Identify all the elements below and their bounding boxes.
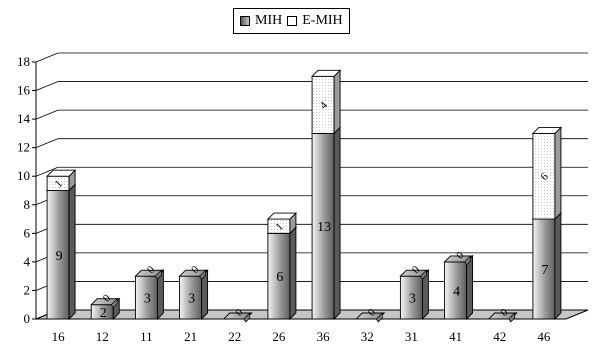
y-tick-label: 16	[17, 83, 31, 98]
data-label-mih: 4	[453, 284, 460, 299]
data-label-mih: 3	[409, 292, 416, 307]
x-tick-label: 36	[317, 329, 331, 344]
legend-swatch-mih	[240, 16, 250, 26]
bar-emih-side	[554, 126, 562, 221]
y-tick-label: 12	[17, 140, 30, 155]
data-label-mih: 7	[541, 263, 548, 278]
y-tick-label: 6	[24, 225, 31, 240]
x-tick-label: 31	[405, 329, 418, 344]
bar-emih-cap	[199, 269, 206, 280]
bar-emih-cap	[464, 255, 471, 266]
bar-mih-side	[466, 254, 474, 321]
x-tick-label: 42	[493, 329, 506, 344]
bar-mih-top	[399, 269, 430, 277]
data-label-mih: 3	[188, 292, 195, 307]
legend: MIH E-MIH	[233, 8, 350, 34]
bar-emih-top	[531, 126, 563, 134]
bar-mih-top	[487, 312, 518, 320]
x-tick-label: 22	[228, 329, 241, 344]
legend-label-mih: MIH	[255, 13, 283, 28]
bar-emih-cap	[110, 297, 118, 309]
bar-emih-cap	[419, 269, 427, 280]
bar-mih-side	[333, 126, 341, 321]
bar-mih-top	[222, 312, 253, 320]
x-tick-label: 21	[184, 329, 197, 344]
x-tick-label: 46	[537, 329, 551, 344]
x-tick-label: 11	[140, 329, 153, 344]
data-label-mih: 9	[56, 249, 63, 264]
gridline-diagonal	[35, 52, 59, 63]
bar-emih-top	[266, 212, 298, 220]
bar-emih-cap	[375, 312, 383, 323]
y-tick-label: 8	[24, 197, 31, 212]
y-tick-label: 0	[24, 311, 31, 326]
bar-emih-cap	[508, 312, 516, 323]
gridline-diagonal	[35, 109, 59, 120]
data-label-mih: 6	[276, 270, 283, 285]
x-tick-label: 32	[361, 329, 374, 344]
y-tick-label: 18	[17, 54, 30, 69]
data-label-mih: 3	[144, 292, 151, 307]
gridline-diagonal	[35, 138, 59, 149]
data-label-mih: 2	[100, 306, 107, 321]
y-tick-label: 10	[17, 168, 30, 183]
bar-mih-top	[355, 312, 386, 320]
data-label-mih: 13	[317, 220, 331, 235]
bar-emih-side	[333, 69, 341, 135]
x-tick-label: 16	[52, 329, 66, 344]
bar-emih-cap	[154, 269, 162, 280]
x-tick-label: 41	[449, 329, 462, 344]
gridline-diagonal	[35, 166, 59, 177]
bar-mih-top	[443, 255, 474, 263]
gridline-diagonal	[35, 81, 59, 91]
y-tick-label: 14	[17, 111, 31, 126]
bar-mih-top	[90, 298, 121, 306]
legend-swatch-emih	[287, 16, 298, 26]
bar-mih-side	[68, 183, 76, 321]
bar-emih-top	[45, 169, 77, 177]
bar-mih-side	[289, 226, 297, 321]
bar-emih-cap	[243, 312, 251, 323]
x-tick-label: 12	[96, 329, 109, 344]
y-tick-label: 2	[24, 282, 31, 297]
legend-label-emih: E-MIH	[302, 13, 343, 28]
bar-mih-side	[554, 211, 562, 321]
y-tick-label: 4	[24, 254, 31, 269]
bar-mih-top	[134, 269, 165, 277]
x-tick-label: 26	[272, 329, 286, 344]
bar-emih-top	[310, 69, 342, 77]
bar-mih-top	[178, 269, 209, 277]
